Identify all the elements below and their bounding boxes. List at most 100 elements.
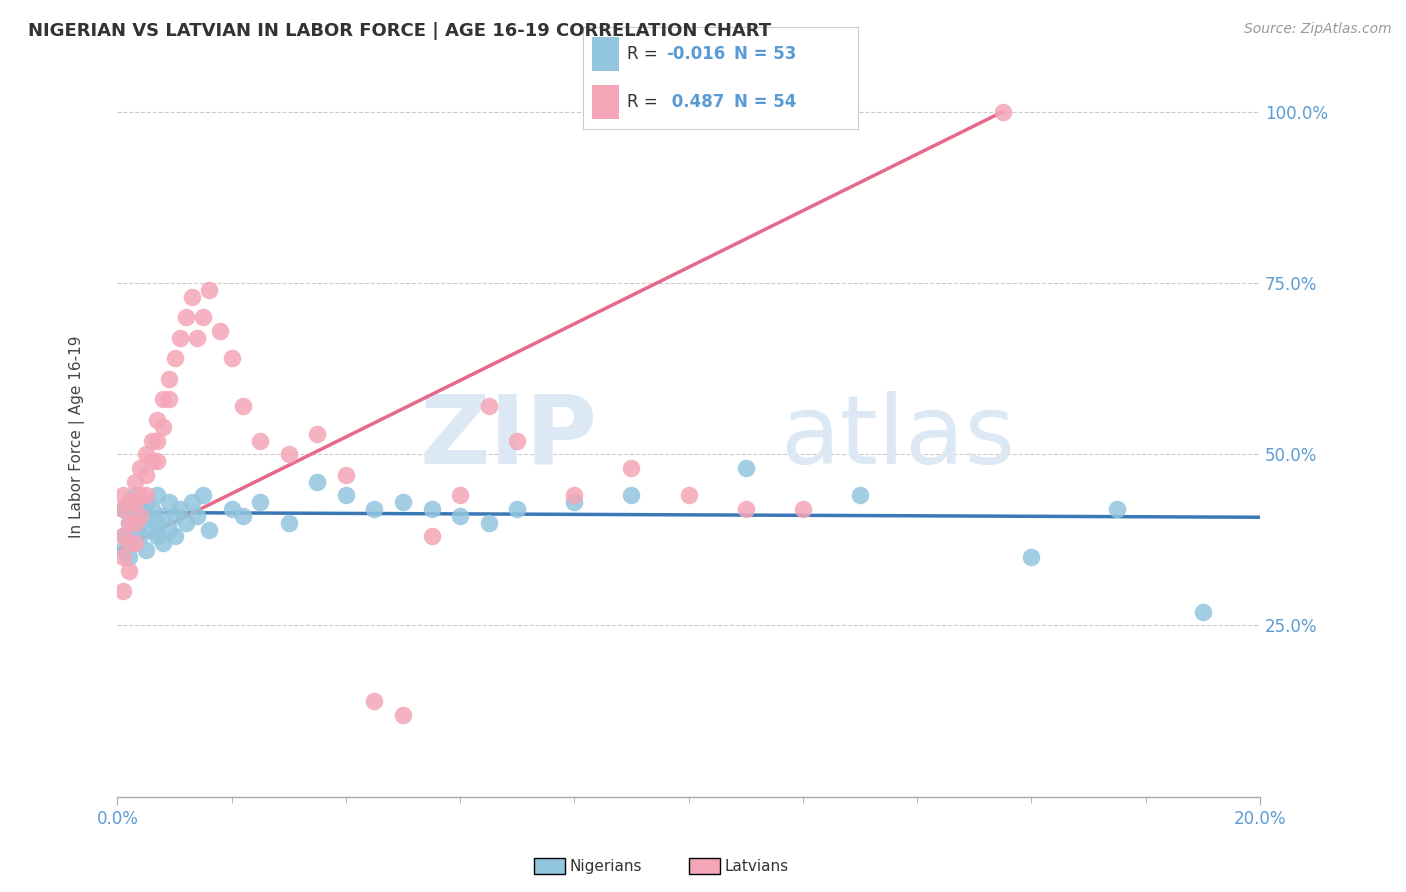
Point	[1191, 605, 1213, 619]
Point	[112, 549, 135, 564]
Point	[420, 502, 443, 516]
Text: N = 53: N = 53	[734, 45, 797, 63]
Point	[392, 495, 415, 509]
Point	[129, 516, 152, 530]
Point	[734, 502, 756, 516]
Point	[564, 495, 586, 509]
Point	[124, 508, 146, 523]
Point	[112, 488, 135, 502]
Text: In Labor Force | Age 16-19: In Labor Force | Age 16-19	[69, 336, 86, 539]
Text: 0.487: 0.487	[666, 93, 724, 111]
Point	[197, 523, 219, 537]
Point	[146, 488, 169, 502]
Point	[420, 529, 443, 543]
Point	[163, 529, 186, 543]
Point	[849, 488, 872, 502]
Point	[152, 392, 174, 407]
Text: NIGERIAN VS LATVIAN IN LABOR FORCE | AGE 16-19 CORRELATION CHART: NIGERIAN VS LATVIAN IN LABOR FORCE | AGE…	[28, 22, 772, 40]
Text: -0.016: -0.016	[666, 45, 725, 63]
Point	[180, 495, 202, 509]
Point	[146, 434, 169, 448]
Point	[129, 488, 152, 502]
Point	[146, 413, 169, 427]
Point	[118, 495, 141, 509]
Point	[1105, 502, 1128, 516]
Point	[277, 447, 299, 461]
Point	[277, 516, 299, 530]
Point	[232, 508, 254, 523]
Point	[118, 516, 141, 530]
Point	[146, 516, 169, 530]
Point	[174, 310, 197, 325]
Point	[506, 434, 529, 448]
Point	[118, 564, 141, 578]
Bar	[592, 37, 619, 70]
Point	[564, 488, 586, 502]
Point	[157, 495, 180, 509]
Point	[129, 461, 152, 475]
Point	[118, 516, 141, 530]
Point	[124, 536, 146, 550]
Point	[174, 516, 197, 530]
Point	[678, 488, 700, 502]
Point	[392, 707, 415, 722]
Point	[506, 502, 529, 516]
Text: Source: ZipAtlas.com: Source: ZipAtlas.com	[1244, 22, 1392, 37]
Point	[118, 529, 141, 543]
Point	[112, 529, 135, 543]
Point	[232, 399, 254, 413]
Point	[118, 549, 141, 564]
Point	[141, 523, 163, 537]
Point	[191, 310, 214, 325]
Point	[124, 475, 146, 489]
Point	[112, 584, 135, 599]
Text: R =: R =	[627, 93, 664, 111]
Point	[335, 488, 357, 502]
Point	[129, 529, 152, 543]
Point	[118, 536, 141, 550]
Point	[124, 523, 146, 537]
Point	[146, 454, 169, 468]
Point	[135, 467, 157, 482]
Point	[180, 290, 202, 304]
Point	[135, 488, 157, 502]
Point	[991, 104, 1014, 119]
Point	[335, 467, 357, 482]
Point	[124, 495, 146, 509]
Point	[620, 488, 643, 502]
Point	[307, 426, 329, 441]
Point	[734, 461, 756, 475]
Point	[135, 508, 157, 523]
Point	[191, 488, 214, 502]
Point	[478, 399, 501, 413]
Point	[1021, 549, 1043, 564]
Point	[141, 434, 163, 448]
Point	[449, 488, 471, 502]
Text: ZIP: ZIP	[419, 391, 598, 483]
Point	[135, 543, 157, 558]
Text: Nigerians: Nigerians	[569, 859, 643, 873]
Point	[249, 434, 271, 448]
Point	[152, 508, 174, 523]
Point	[169, 502, 191, 516]
Point	[169, 331, 191, 345]
Point	[249, 495, 271, 509]
Text: R =: R =	[627, 45, 664, 63]
Point	[146, 529, 169, 543]
Text: N = 54: N = 54	[734, 93, 797, 111]
Point	[221, 351, 243, 366]
Point	[163, 351, 186, 366]
Bar	[592, 86, 619, 119]
Point	[449, 508, 471, 523]
Point	[221, 502, 243, 516]
Point	[197, 283, 219, 297]
Point	[152, 536, 174, 550]
Point	[141, 454, 163, 468]
Point	[363, 502, 385, 516]
Point	[307, 475, 329, 489]
Point	[152, 419, 174, 434]
Point	[157, 523, 180, 537]
Point	[792, 502, 814, 516]
Point	[141, 502, 163, 516]
Point	[129, 508, 152, 523]
